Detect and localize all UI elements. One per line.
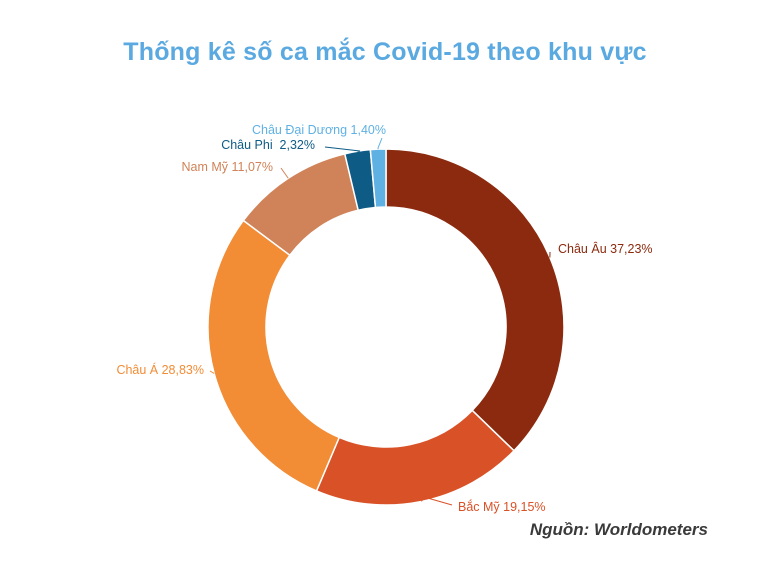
leader-line xyxy=(324,146,361,152)
slice-label: Bắc Mỹ 19,15% xyxy=(458,499,546,514)
leader-line xyxy=(280,167,289,179)
label-leader-lines xyxy=(209,137,551,506)
slice-label: Châu Âu 37,23% xyxy=(558,241,653,256)
source-note: Nguồn: Worldometers xyxy=(529,520,708,539)
slice-label: Châu Phi 2,32% xyxy=(221,138,315,152)
donut-slices xyxy=(207,148,565,506)
leader-line xyxy=(421,496,453,506)
donut-slice xyxy=(369,148,387,209)
donut-slice xyxy=(385,148,565,452)
donut-slice xyxy=(315,409,516,506)
donut-slice xyxy=(207,219,341,492)
slice-label: Châu Đại Dương 1,40% xyxy=(252,123,386,137)
leader-line xyxy=(377,137,383,150)
slice-label: Châu Á 28,83% xyxy=(116,362,204,377)
leader-line xyxy=(209,370,215,374)
slice-label: Nam Mỹ 11,07% xyxy=(182,160,273,174)
slice-labels: Châu Âu 37,23% Bắc Mỹ 19,15% Châu Á 28,83%… xyxy=(116,123,652,514)
chart-title: Thống kê số ca mắc Covid-19 theo khu vực xyxy=(123,38,647,66)
